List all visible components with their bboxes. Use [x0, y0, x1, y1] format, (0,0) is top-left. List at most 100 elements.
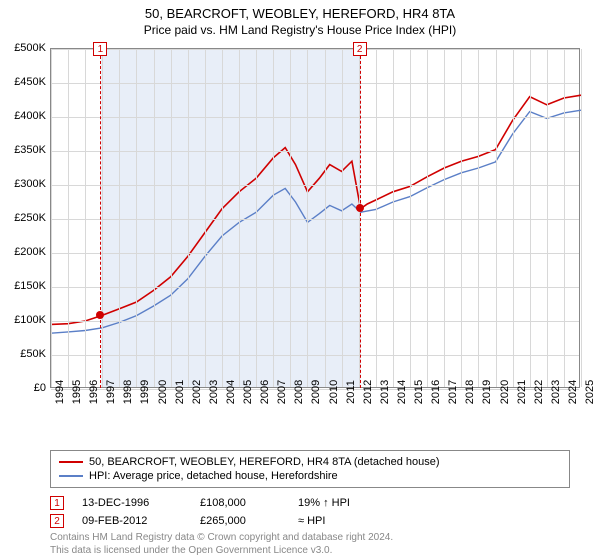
- sales-price-2: £265,000: [200, 515, 280, 527]
- y-tick-label: £50K: [0, 348, 46, 360]
- x-tick-label: 2007: [276, 380, 288, 404]
- sale-marker-dash-2-top: [360, 56, 361, 208]
- x-tick-label: 2009: [310, 380, 322, 404]
- sales-row-2: 2 09-FEB-2012 £265,000 ≈ HPI: [50, 512, 388, 530]
- grid-v: [188, 49, 189, 387]
- x-tick-label: 2025: [584, 380, 596, 404]
- series-subject: [51, 95, 581, 324]
- sales-pct-2: ≈ HPI: [298, 515, 388, 527]
- x-tick-label: 2019: [481, 380, 493, 404]
- footnote-line1: Contains HM Land Registry data © Crown c…: [50, 532, 393, 545]
- sale-marker-1: 1: [93, 42, 107, 56]
- x-tick-label: 2002: [191, 380, 203, 404]
- x-tick-label: 2000: [157, 380, 169, 404]
- grid-v: [547, 49, 548, 387]
- x-tick-label: 2005: [242, 380, 254, 404]
- grid-v: [410, 49, 411, 387]
- x-tick-label: 1998: [122, 380, 134, 404]
- x-tick-label: 2003: [208, 380, 220, 404]
- grid-v: [461, 49, 462, 387]
- title-block: 50, BEARCROFT, WEOBLEY, HEREFORD, HR4 8T…: [0, 0, 600, 37]
- grid-v: [478, 49, 479, 387]
- x-tick-label: 2013: [379, 380, 391, 404]
- grid-v: [119, 49, 120, 387]
- x-tick-label: 2022: [533, 380, 545, 404]
- legend-label-hpi: HPI: Average price, detached house, Here…: [89, 470, 338, 482]
- grid-h: [51, 49, 579, 50]
- legend-swatch-subject: [59, 461, 83, 463]
- x-tick-label: 2016: [430, 380, 442, 404]
- grid-v: [136, 49, 137, 387]
- grid-v: [222, 49, 223, 387]
- grid-v: [376, 49, 377, 387]
- footnote-line2: This data is licensed under the Open Gov…: [50, 545, 393, 558]
- grid-v: [342, 49, 343, 387]
- grid-v: [154, 49, 155, 387]
- grid-v: [530, 49, 531, 387]
- sales-marker-1: 1: [50, 496, 64, 510]
- grid-v: [581, 49, 582, 387]
- y-tick-label: £100K: [0, 314, 46, 326]
- sales-marker-2: 2: [50, 514, 64, 528]
- y-tick-label: £250K: [0, 212, 46, 224]
- grid-h: [51, 355, 579, 356]
- y-tick-label: £350K: [0, 144, 46, 156]
- x-tick-label: 2023: [550, 380, 562, 404]
- grid-v: [564, 49, 565, 387]
- grid-v: [393, 49, 394, 387]
- grid-v: [290, 49, 291, 387]
- grid-h: [51, 151, 579, 152]
- sale-marker-dash-1-top: [100, 56, 101, 315]
- x-tick-label: 1999: [139, 380, 151, 404]
- grid-v: [171, 49, 172, 387]
- x-tick-label: 2020: [499, 380, 511, 404]
- sales-table: 1 13-DEC-1996 £108,000 19% ↑ HPI 2 09-FE…: [50, 494, 388, 530]
- x-tick-label: 2021: [516, 380, 528, 404]
- sales-date-2: 09-FEB-2012: [82, 515, 182, 527]
- sale-marker-2: 2: [353, 42, 367, 56]
- grid-v: [239, 49, 240, 387]
- x-tick-label: 2015: [413, 380, 425, 404]
- x-tick-label: 1996: [88, 380, 100, 404]
- grid-v: [102, 49, 103, 387]
- grid-v: [273, 49, 274, 387]
- chart-container: 50, BEARCROFT, WEOBLEY, HEREFORD, HR4 8T…: [0, 0, 600, 560]
- grid-h: [51, 287, 579, 288]
- legend-swatch-hpi: [59, 475, 83, 477]
- grid-v: [51, 49, 52, 387]
- grid-h: [51, 219, 579, 220]
- legend-row-hpi: HPI: Average price, detached house, Here…: [59, 469, 561, 483]
- x-tick-label: 2014: [396, 380, 408, 404]
- grid-v: [427, 49, 428, 387]
- x-tick-label: 2024: [567, 380, 579, 404]
- x-tick-label: 1994: [54, 380, 66, 404]
- legend-box: 50, BEARCROFT, WEOBLEY, HEREFORD, HR4 8T…: [50, 450, 570, 488]
- grid-v: [496, 49, 497, 387]
- x-tick-label: 2010: [328, 380, 340, 404]
- x-tick-label: 2012: [362, 380, 374, 404]
- grid-v: [325, 49, 326, 387]
- footnote: Contains HM Land Registry data © Crown c…: [50, 532, 393, 557]
- y-tick-label: £450K: [0, 76, 46, 88]
- x-tick-label: 2018: [464, 380, 476, 404]
- x-tick-label: 1995: [71, 380, 83, 404]
- x-tick-label: 1997: [105, 380, 117, 404]
- x-tick-label: 2011: [345, 380, 357, 404]
- grid-v: [205, 49, 206, 387]
- y-tick-label: £150K: [0, 280, 46, 292]
- sales-date-1: 13-DEC-1996: [82, 497, 182, 509]
- grid-v: [68, 49, 69, 387]
- grid-h: [51, 321, 579, 322]
- grid-v: [307, 49, 308, 387]
- x-tick-label: 2008: [293, 380, 305, 404]
- chart-area: £0£50K£100K£150K£200K£250K£300K£350K£400…: [50, 48, 580, 408]
- plot-region: [50, 48, 580, 388]
- sale-dot-2: [356, 204, 364, 212]
- sale-marker-dash-2-bottom: [360, 208, 361, 388]
- y-tick-label: £400K: [0, 110, 46, 122]
- grid-v: [256, 49, 257, 387]
- grid-h: [51, 83, 579, 84]
- y-tick-label: £0: [0, 382, 46, 394]
- grid-h: [51, 185, 579, 186]
- sales-row-1: 1 13-DEC-1996 £108,000 19% ↑ HPI: [50, 494, 388, 512]
